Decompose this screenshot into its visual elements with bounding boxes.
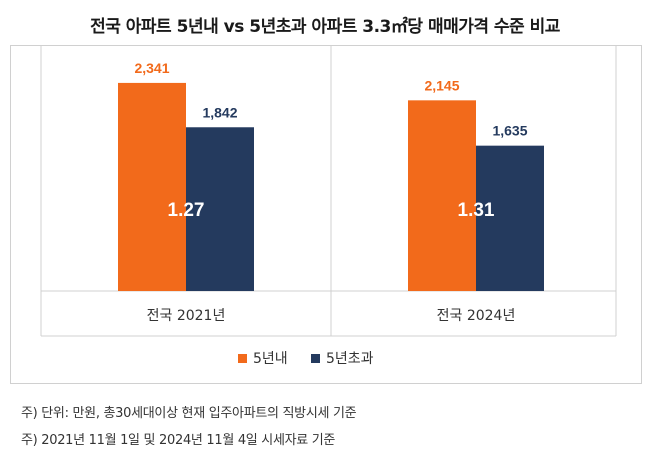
legend-swatch-over5y xyxy=(311,354,320,363)
footnote-date: 주) 2021년 11월 1일 및 2024년 11월 4일 시세자료 기준 xyxy=(21,433,336,448)
data-label: 2,341 xyxy=(134,60,169,76)
chart-title: 전국 아파트 5년내 vs 5년초과 아파트 3.3㎡당 매매가격 수준 비교 xyxy=(90,17,560,37)
bar-within5y-1 xyxy=(408,100,476,291)
legend-swatch-within5y xyxy=(238,354,247,363)
bar-over5y-0 xyxy=(186,127,254,292)
legend-label: 5년초과 xyxy=(326,351,374,367)
bar-chart: 2,341 1,842 1.27 전국 2021년 2,145 1,635 1.31 전국 2… xyxy=(40,46,617,367)
footnote-unit: 주) 단위: 만원, 총30세대이상 현재 입주아파트의 직방시세 기준 xyxy=(21,406,357,421)
ratio-label: 1.27 xyxy=(168,200,205,221)
category-label: 전국 2021년 xyxy=(147,308,226,324)
bar-within5y-0 xyxy=(118,82,186,292)
data-label: 1,635 xyxy=(492,123,527,139)
chart-area: 2,341 1,842 1.27 전국 2021년 2,145 1,635 1.31 전국 2… xyxy=(10,45,642,384)
legend-label: 5년내 xyxy=(253,351,288,367)
data-label: 1,842 xyxy=(202,104,237,120)
data-label: 2,145 xyxy=(424,77,459,93)
bar-over5y-1 xyxy=(476,145,544,291)
category-label: 전국 2024년 xyxy=(437,308,516,324)
ratio-label: 1.31 xyxy=(458,200,495,221)
